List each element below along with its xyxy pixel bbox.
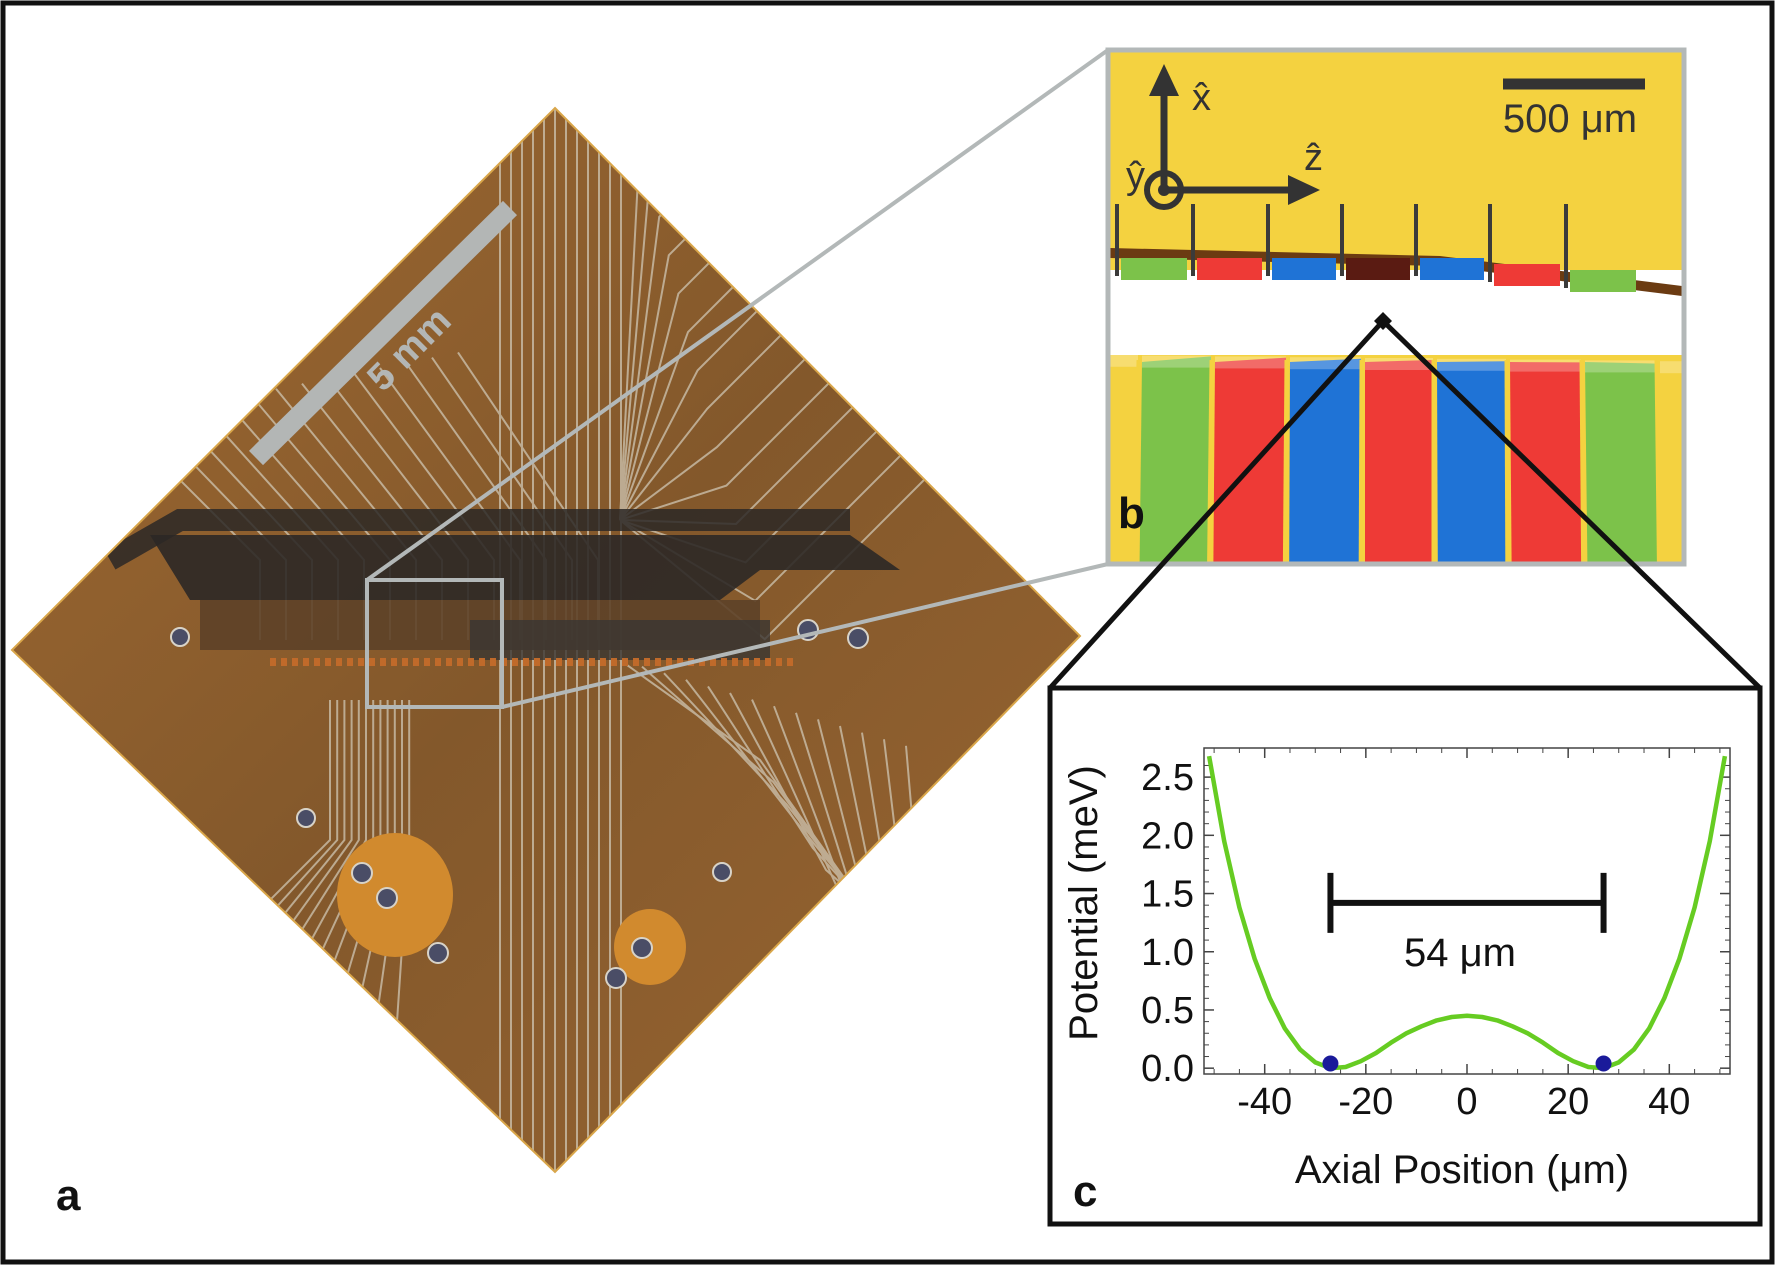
chart-xlabel: Axial Position (μm)	[1295, 1148, 1629, 1192]
y-tick-label: 1.0	[1141, 932, 1194, 974]
x-tick-label: 20	[1547, 1081, 1589, 1123]
axis-y-label: ŷ	[1126, 155, 1145, 197]
electrode-row-top-view	[1110, 204, 1682, 296]
ion-marker	[1595, 1055, 1612, 1072]
vias	[170, 619, 869, 989]
panel-c: -40 -20 0 20 40 0.0 0.5 1.0 1.5 2.0 2.5 Axial Posi…	[1047, 685, 1763, 1227]
panel-c-label: c	[1073, 1167, 1097, 1216]
zoom-connectors-b-c	[1048, 319, 1762, 690]
zoom-connectors-a-b	[365, 48, 1110, 709]
y-tick-label: 2.0	[1141, 815, 1194, 857]
y-tick-label: 0.0	[1141, 1048, 1194, 1090]
panel-b-label: b	[1118, 489, 1145, 538]
separation-label: 54 μm	[1404, 931, 1516, 975]
panel-a-label: a	[56, 1171, 81, 1220]
chip-photo	[12, 108, 1080, 1172]
y-tick-label: 0.5	[1141, 990, 1194, 1032]
y-tick-label: 1.5	[1141, 874, 1194, 916]
ion-marker	[1322, 1055, 1339, 1072]
axis-triad	[1144, 64, 1320, 210]
potential-chart: -40 -20 0 20 40 0.0 0.5 1.0 1.5 2.0 2.5	[1141, 747, 1731, 1123]
zoom-box-a	[365, 578, 504, 709]
y-tick-label: 2.5	[1141, 757, 1194, 799]
x-tick-label: -20	[1338, 1081, 1393, 1123]
axis-z-label: ẑ	[1304, 137, 1323, 179]
electrode-ticks	[270, 658, 793, 666]
electrode-row-perspective	[1110, 354, 1682, 562]
x-tick-label: 0	[1456, 1081, 1477, 1123]
scale-bar-b-label: 500 μm	[1503, 97, 1637, 141]
x-tick-label: -40	[1237, 1081, 1292, 1123]
chart-ylabel: Potential (meV)	[1062, 765, 1106, 1041]
scale-bar-a	[248, 200, 518, 466]
panel-a: 5 mm a	[10, 106, 1082, 1220]
x-tick-label: 40	[1648, 1081, 1690, 1123]
panel-c-frame	[1047, 685, 1763, 1227]
potential-curve	[1206, 755, 1728, 1071]
trap-slot	[150, 535, 900, 600]
axis-x-label: x̂	[1192, 77, 1211, 119]
panel-b: x̂ ŷ ẑ 500 μm b	[1105, 47, 1687, 567]
